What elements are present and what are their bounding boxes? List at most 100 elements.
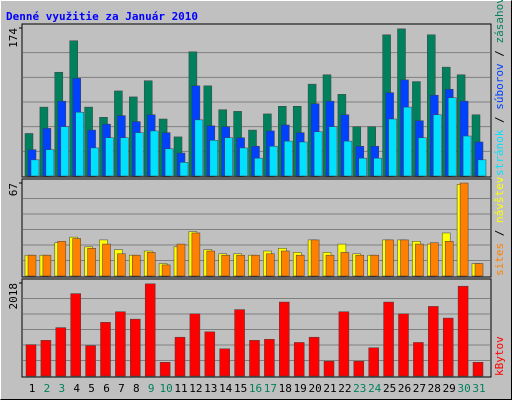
- bar: [42, 254, 52, 277]
- bar: [328, 126, 338, 177]
- x-tick-label: 24: [368, 382, 382, 395]
- bar: [430, 242, 439, 277]
- bar: [146, 252, 156, 277]
- bar: [385, 239, 394, 277]
- bar: [45, 149, 55, 177]
- bar: [298, 141, 308, 177]
- bar: [90, 147, 99, 177]
- legend-entry: zásahov: [493, 0, 506, 44]
- bar: [25, 344, 37, 377]
- bar: [72, 238, 81, 277]
- x-tick-label: 3: [58, 382, 65, 395]
- bar: [40, 340, 52, 377]
- legend-separator: /: [493, 223, 506, 243]
- bar: [477, 159, 487, 177]
- bar: [159, 362, 171, 377]
- bar: [221, 254, 230, 277]
- bar: [219, 348, 230, 377]
- bar: [191, 232, 201, 277]
- x-tick-label: 11: [174, 382, 187, 395]
- x-tick-label: 6: [103, 382, 110, 395]
- bar: [462, 135, 472, 177]
- bar: [85, 345, 96, 377]
- bar: [444, 241, 454, 277]
- bar: [132, 254, 141, 277]
- bar: [176, 243, 186, 277]
- bar: [149, 130, 159, 177]
- bar: [206, 250, 216, 277]
- bar: [189, 313, 201, 377]
- bar: [179, 162, 189, 177]
- legend: kBytov: [493, 336, 506, 376]
- bar: [194, 119, 204, 177]
- bar: [60, 126, 70, 177]
- bar: [459, 182, 469, 277]
- x-tick-label: 13: [204, 382, 217, 395]
- x-tick-label: 27: [413, 382, 426, 395]
- legend-entry: súborov: [493, 63, 506, 110]
- bar: [284, 140, 293, 177]
- bar: [338, 311, 350, 377]
- bar: [370, 254, 379, 277]
- x-tick-label: 2: [44, 382, 51, 395]
- bar: [204, 331, 216, 377]
- legend-entry: návštev: [493, 176, 506, 223]
- bar: [115, 311, 126, 377]
- x-tick-label: 15: [234, 382, 247, 395]
- y-tick-label: 174: [7, 28, 20, 48]
- legend-entry: sites: [493, 243, 506, 276]
- x-tick-label: 10: [159, 382, 172, 395]
- chart-title: Denné využitie za Január 2010: [6, 10, 198, 23]
- bar: [308, 336, 320, 377]
- bar: [313, 131, 323, 177]
- bar: [251, 254, 260, 277]
- x-tick-label: 17: [264, 382, 277, 395]
- bar: [428, 306, 439, 377]
- bar: [373, 157, 382, 177]
- bar: [383, 301, 394, 377]
- bar: [174, 336, 186, 377]
- x-tick-label: 9: [148, 382, 155, 395]
- bar: [234, 309, 245, 377]
- bar: [388, 118, 397, 177]
- x-tick-label: 31: [472, 382, 485, 395]
- x-tick-label: 1: [29, 382, 36, 395]
- y-tick-label: 2018: [7, 283, 20, 310]
- legend-entry: stránok: [493, 129, 506, 176]
- y-tick-label: 67: [7, 183, 20, 196]
- bar: [353, 360, 365, 377]
- x-tick-label: 14: [219, 382, 233, 395]
- bar: [323, 360, 335, 377]
- bar: [281, 250, 290, 277]
- x-tick-label: 5: [88, 382, 95, 395]
- bar: [295, 254, 305, 277]
- x-tick-label: 12: [189, 382, 202, 395]
- bar: [343, 140, 353, 177]
- x-tick-label: 16: [249, 382, 262, 395]
- x-tick-label: 30: [457, 382, 470, 395]
- x-tick-label: 21: [323, 382, 336, 395]
- bar: [100, 322, 111, 377]
- x-tick-label: 8: [133, 382, 140, 395]
- x-tick-label: 25: [383, 382, 396, 395]
- x-tick-label: 29: [443, 382, 456, 395]
- legend: stránok / súborov / zásahov: [493, 0, 506, 176]
- bar: [442, 317, 454, 377]
- bar: [457, 285, 469, 377]
- bar: [135, 132, 144, 177]
- bar: [368, 347, 379, 377]
- bar: [239, 147, 248, 177]
- bar: [355, 254, 365, 277]
- legend-separator: /: [493, 44, 506, 64]
- bar: [415, 243, 424, 277]
- x-tick-label: 26: [398, 382, 411, 395]
- bar: [30, 159, 40, 177]
- bar: [293, 342, 305, 377]
- bar: [120, 137, 129, 177]
- bar: [400, 239, 409, 277]
- bar: [266, 253, 275, 277]
- legend-entry: kBytov: [493, 336, 506, 376]
- bar: [224, 137, 233, 177]
